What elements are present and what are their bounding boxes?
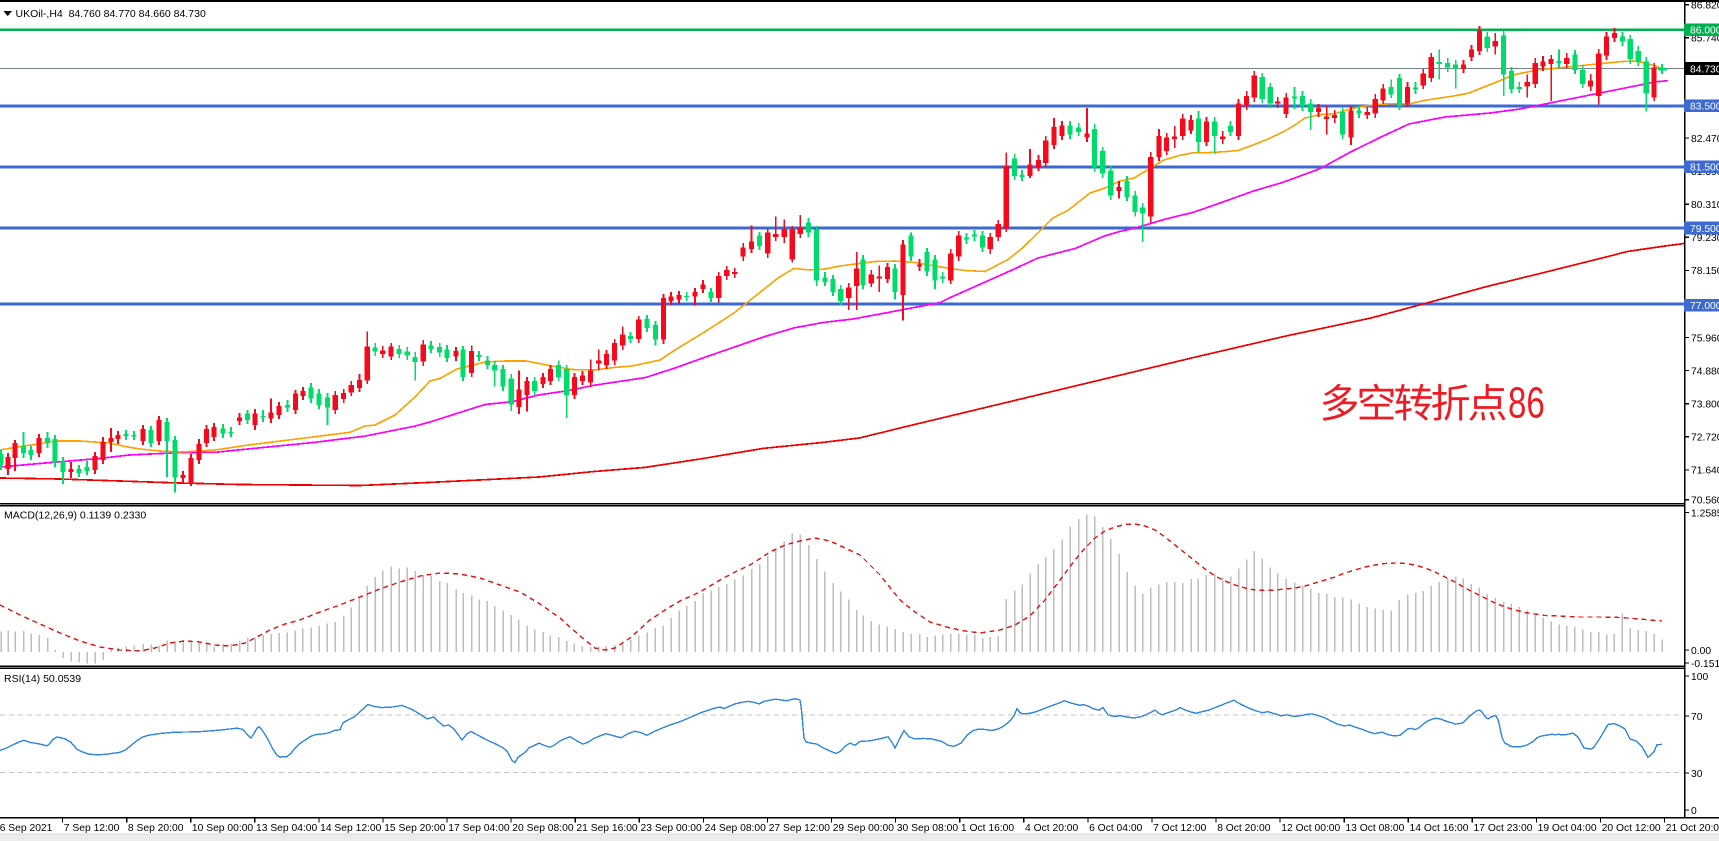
- svg-text:70: 70: [1691, 712, 1703, 723]
- svg-text:83.500: 83.500: [1690, 102, 1719, 113]
- svg-text:100: 100: [1691, 672, 1708, 683]
- svg-text:70.560: 70.560: [1691, 496, 1719, 507]
- svg-text:86: 86: [1508, 379, 1545, 427]
- svg-text:13 Oct 08:00: 13 Oct 08:00: [1345, 823, 1404, 834]
- svg-text:UKOil-,H4 84.760 84.770 84.66: UKOil-,H4 84.760 84.770 84.660 84.730: [16, 8, 206, 20]
- svg-text:85.740: 85.740: [1691, 34, 1719, 45]
- svg-text:73.800: 73.800: [1691, 400, 1719, 411]
- svg-text:82.470: 82.470: [1691, 134, 1719, 145]
- svg-text:20 Sep 08:00: 20 Sep 08:00: [512, 823, 574, 834]
- svg-text:77.000: 77.000: [1690, 301, 1719, 312]
- svg-text:1.2585: 1.2585: [1691, 508, 1719, 519]
- svg-text:6 Sep 2021: 6 Sep 2021: [0, 823, 53, 834]
- svg-text:74.880: 74.880: [1691, 366, 1719, 377]
- svg-text:75.960: 75.960: [1691, 333, 1719, 344]
- svg-text:81.500: 81.500: [1690, 163, 1719, 174]
- svg-text:7 Sep 12:00: 7 Sep 12:00: [64, 823, 120, 834]
- svg-text:79.230: 79.230: [1691, 233, 1719, 244]
- svg-text:13 Sep 04:00: 13 Sep 04:00: [256, 823, 318, 834]
- svg-text:79.500: 79.500: [1690, 224, 1719, 235]
- svg-text:7 Oct 12:00: 7 Oct 12:00: [1153, 823, 1207, 834]
- svg-text:0.00: 0.00: [1691, 646, 1711, 657]
- svg-text:24 Sep 08:00: 24 Sep 08:00: [705, 823, 767, 834]
- svg-text:86.000: 86.000: [1690, 26, 1719, 37]
- svg-text:21 Sep 16:00: 21 Sep 16:00: [576, 823, 638, 834]
- svg-text:14 Sep 12:00: 14 Sep 12:00: [320, 823, 382, 834]
- svg-text:27 Sep 12:00: 27 Sep 12:00: [769, 823, 831, 834]
- svg-text:20 Oct 12:00: 20 Oct 12:00: [1602, 823, 1661, 834]
- svg-text:19 Oct 04:00: 19 Oct 04:00: [1538, 823, 1597, 834]
- svg-text:17 Sep 04:00: 17 Sep 04:00: [448, 823, 510, 834]
- svg-text:MACD(12,26,9) 0.1139 0.2330: MACD(12,26,9) 0.1139 0.2330: [4, 510, 146, 522]
- svg-text:8 Sep 20:00: 8 Sep 20:00: [128, 823, 184, 834]
- svg-text:29 Sep 00:00: 29 Sep 00:00: [833, 823, 895, 834]
- svg-text:78.150: 78.150: [1691, 266, 1719, 277]
- svg-text:RSI(14) 50.0539: RSI(14) 50.0539: [4, 673, 81, 685]
- svg-text:10 Sep 00:00: 10 Sep 00:00: [192, 823, 254, 834]
- svg-text:4 Oct 20:00: 4 Oct 20:00: [1025, 823, 1079, 834]
- svg-text:84.730: 84.730: [1690, 64, 1719, 75]
- svg-text:0: 0: [1691, 806, 1697, 817]
- svg-text:86.820: 86.820: [1691, 1, 1719, 12]
- svg-text:12 Oct 00:00: 12 Oct 00:00: [1281, 823, 1340, 834]
- svg-text:14 Oct 16:00: 14 Oct 16:00: [1410, 823, 1469, 834]
- svg-text:8 Oct 20:00: 8 Oct 20:00: [1217, 823, 1271, 834]
- svg-text:80.310: 80.310: [1691, 200, 1719, 211]
- svg-text:71.640: 71.640: [1691, 466, 1719, 477]
- svg-text:30: 30: [1691, 769, 1703, 780]
- svg-text:30 Sep 08:00: 30 Sep 08:00: [897, 823, 959, 834]
- svg-text:15 Sep 20:00: 15 Sep 20:00: [384, 823, 446, 834]
- svg-text:1 Oct 16:00: 1 Oct 16:00: [961, 823, 1015, 834]
- svg-text:21 Oct 20:00: 21 Oct 20:00: [1666, 823, 1719, 834]
- svg-text:-0.1516: -0.1516: [1691, 659, 1719, 670]
- svg-text:6 Oct 04:00: 6 Oct 04:00: [1089, 823, 1143, 834]
- svg-text:17 Oct 23:00: 17 Oct 23:00: [1474, 823, 1533, 834]
- svg-text:23 Sep 00:00: 23 Sep 00:00: [641, 823, 703, 834]
- svg-text:72.720: 72.720: [1691, 433, 1719, 444]
